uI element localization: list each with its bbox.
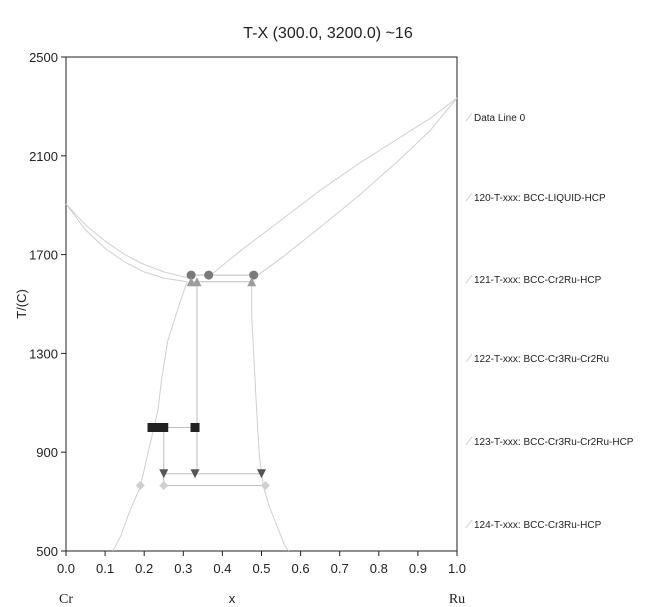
triangle-up-marker <box>247 277 257 287</box>
y-tick-label: 2100 <box>29 149 58 164</box>
phase-boundary-liquidus-ru <box>206 97 458 279</box>
phase-boundary-hcp-solvus <box>251 281 290 552</box>
legend-entry: 123-T-xxx: BCC-Cr3Ru-Cr2Ru-HCP <box>474 437 634 448</box>
legend-swatch <box>465 112 473 122</box>
legend-entry: 124-T-xxx: BCC-Cr3Ru-HCP <box>474 520 602 531</box>
diamond-marker <box>135 481 145 491</box>
circle-marker <box>204 270 214 280</box>
y-tick-label: 500 <box>36 544 58 559</box>
y-tick-label: 1700 <box>29 248 58 263</box>
triangle-down-marker <box>159 469 169 479</box>
phase-boundary-liquidus-cr <box>65 203 192 279</box>
legend-entry: 121-T-xxx: BCC-Cr2Ru-HCP <box>474 275 602 286</box>
triangle-down-marker <box>190 469 200 479</box>
square-marker <box>153 423 163 432</box>
x-tick-label: 0.0 <box>57 561 75 576</box>
y-tick-label: 2500 <box>29 50 58 65</box>
triangle-up-marker <box>186 277 196 287</box>
phase-boundary-solidus-ru <box>253 97 458 279</box>
y-tick-label: 900 <box>36 445 58 460</box>
circle-marker <box>249 270 259 280</box>
x-axis-label: x <box>229 591 236 606</box>
x-tick-label: 0.2 <box>135 561 153 576</box>
square-marker <box>147 423 157 432</box>
square-marker <box>159 423 169 432</box>
diamond-marker <box>159 481 169 491</box>
legend-swatch <box>465 353 473 363</box>
legend-entry: 122-T-xxx: BCC-Cr3Ru-Cr2Ru <box>474 354 609 365</box>
x-tick-label: 0.5 <box>252 561 270 576</box>
x-tick-label: 0.7 <box>331 561 349 576</box>
phase-boundary-bcc-solvus <box>112 281 188 552</box>
x-tick-label: 1.0 <box>448 561 466 576</box>
x-tick-label: 0.8 <box>370 561 388 576</box>
x-tick-label: 0.9 <box>409 561 427 576</box>
legend-entry: 120-T-xxx: BCC-LIQUID-HCP <box>474 193 606 204</box>
legend-swatch <box>465 519 473 529</box>
triangle-down-marker <box>257 469 266 479</box>
y-axis-label: T/(C) <box>14 289 29 319</box>
right-component-label: Ru <box>449 592 465 607</box>
legend-swatch <box>465 192 473 202</box>
x-tick-label: 0.1 <box>96 561 114 576</box>
legend-swatch <box>465 274 473 284</box>
x-tick-label: 0.4 <box>213 561 231 576</box>
chart-title: T-X (300.0, 3200.0) ~16 <box>243 25 413 42</box>
legend-entry: Data Line 0 <box>474 113 526 124</box>
phase-boundary-solidus-cr <box>65 203 188 283</box>
diamond-marker <box>260 481 270 491</box>
square-marker <box>190 423 200 432</box>
x-tick-label: 0.3 <box>174 561 192 576</box>
triangle-up-marker <box>192 277 202 287</box>
legend-swatch <box>465 436 473 446</box>
y-tick-label: 1300 <box>29 346 58 361</box>
circle-marker <box>186 270 196 280</box>
x-tick-label: 0.6 <box>292 561 310 576</box>
left-component-label: Cr <box>59 592 73 607</box>
